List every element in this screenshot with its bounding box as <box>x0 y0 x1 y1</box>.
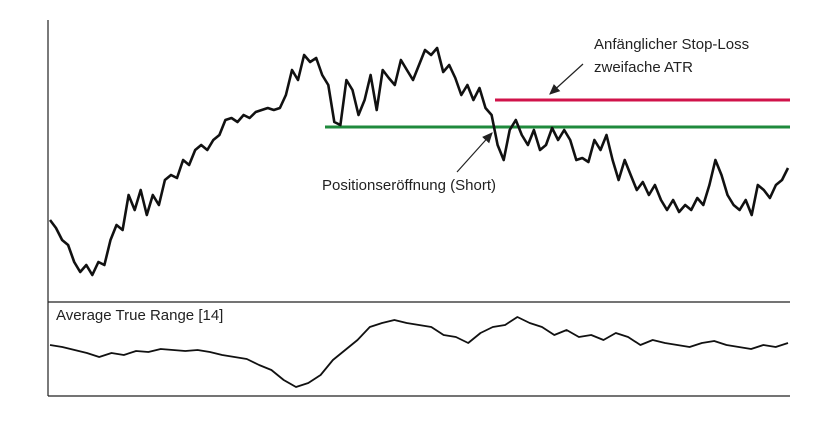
annotation-arrow <box>549 63 584 95</box>
annotation: zweifache ATR <box>594 59 693 76</box>
panel-title: Average True Range [14] <box>56 307 223 324</box>
series-line <box>48 46 790 277</box>
annotation: Positionseröffnung (Short) <box>322 177 496 194</box>
annotation-arrow <box>456 132 493 173</box>
annotation: Anfänglicher Stop-Loss <box>594 36 749 53</box>
series-line <box>49 316 789 388</box>
